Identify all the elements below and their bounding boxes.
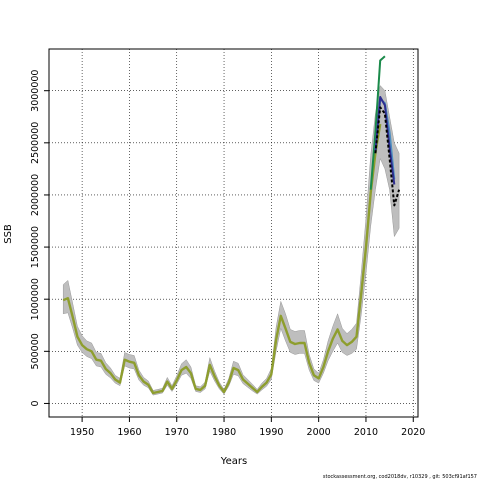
y-tick-label: 0 — [30, 400, 41, 406]
series-line — [369, 55, 386, 190]
x-tick-label: 1960 — [117, 427, 141, 438]
series-line — [62, 123, 382, 395]
y-tick-label: 1000000 — [30, 278, 41, 320]
confidence-band — [62, 84, 400, 396]
x-tick-label: 2000 — [307, 427, 331, 438]
x-axis: 1950 1960 1970 1980 1990 2000 2010 2020 — [70, 417, 425, 438]
y-axis: 0 500000 1000000 1500000 2000000 2500000 30000… — [30, 70, 49, 406]
y-tick-label: 3000000 — [30, 70, 41, 112]
x-tick-label: 1980 — [212, 427, 236, 438]
x-axis-label: Years — [220, 456, 247, 467]
x-tick-label: 1990 — [259, 427, 283, 438]
series-layer — [62, 55, 401, 395]
footnote: stockassessment.org, cod2018dv, r10329 ,… — [323, 474, 477, 480]
y-tick-label: 1500000 — [30, 226, 41, 268]
x-tick-label: 1950 — [70, 427, 94, 438]
y-tick-label: 2000000 — [30, 174, 41, 216]
x-tick-label: 2010 — [354, 427, 378, 438]
y-axis-label: SSB — [3, 224, 14, 244]
confidence-band-layer — [62, 84, 400, 396]
series-line — [374, 106, 401, 207]
y-tick-label: 500000 — [30, 333, 41, 369]
y-tick-label: 2500000 — [30, 122, 41, 164]
x-tick-label: 2020 — [401, 427, 425, 438]
plot-frame — [48, 48, 419, 418]
x-tick-label: 1970 — [165, 427, 189, 438]
